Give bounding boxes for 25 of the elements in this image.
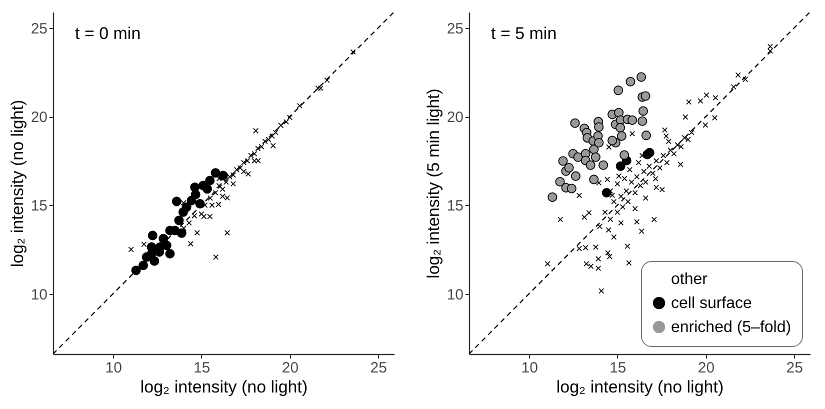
x-tick-label: 20 [282, 360, 299, 376]
legend-label: cell surface [671, 295, 752, 312]
x-tick-label: 10 [521, 360, 538, 376]
y-tick-label: 20 [446, 109, 464, 126]
x-axis-title: log₂ intensity (no light) [556, 378, 724, 396]
y-tick-label: 20 [30, 109, 48, 126]
y-tick-label: 15 [30, 198, 48, 215]
legend-label: enriched (5–fold) [671, 319, 792, 336]
annotation: t = 5 min [491, 24, 557, 43]
x-tick-label: 25 [370, 360, 387, 376]
annotation: t = 0 min [75, 24, 141, 43]
y-tick-label: 10 [30, 286, 48, 304]
y-tick-label: 10 [446, 286, 464, 304]
y-tick-label: 25 [446, 20, 464, 38]
x-tick-label: 20 [698, 360, 715, 376]
x-tick-label: 15 [194, 360, 210, 376]
y-tick-label: 25 [30, 20, 48, 38]
y-tick-label: 15 [446, 198, 464, 215]
x-tick-label: 25 [786, 360, 803, 376]
x-tick-label: 10 [105, 360, 122, 376]
x-axis-title: log₂ intensity (no light) [140, 378, 308, 396]
y-axis-title: log₂ intensity (no light) [8, 100, 27, 268]
y-axis-title: log₂ intensity (5 min light) [424, 88, 443, 278]
x-tick-label: 15 [610, 360, 626, 376]
text: other [671, 271, 708, 288]
